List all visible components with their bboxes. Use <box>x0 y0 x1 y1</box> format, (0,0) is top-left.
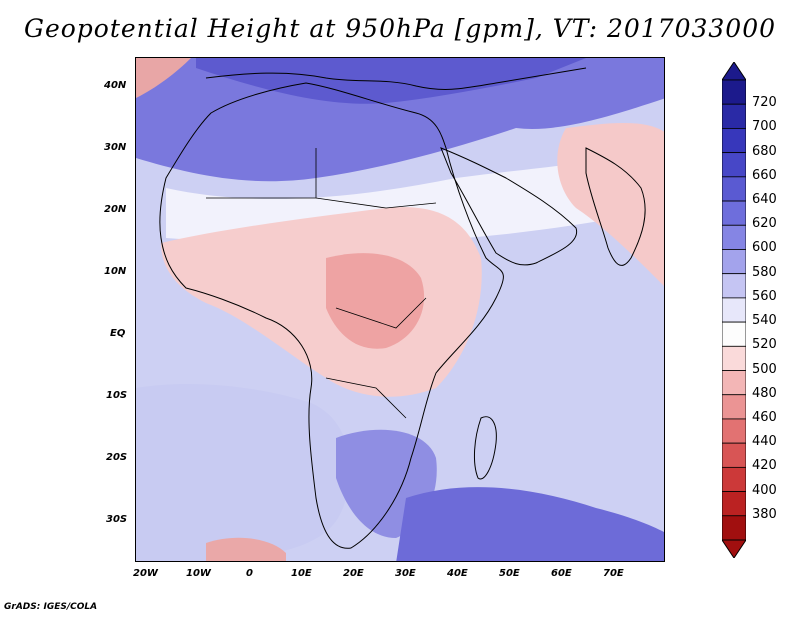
lon-label: 20E <box>343 568 364 579</box>
low-pressure-sw-spot <box>206 537 286 561</box>
colorbar-tick-label: 400 <box>752 482 777 498</box>
lat-label: EQ <box>110 328 126 339</box>
colorbar-tick-label: 680 <box>752 143 777 159</box>
country-borders-2 <box>315 197 437 209</box>
lon-label: 40E <box>447 568 468 579</box>
colorbar-segment <box>722 321 746 347</box>
south-atlantic-field <box>136 383 350 561</box>
colorbar-tick-label: 720 <box>752 95 777 111</box>
colorbar-tick-label: 500 <box>752 361 777 377</box>
madagascar-coastline <box>473 416 497 480</box>
lat-label: 40N <box>104 80 127 91</box>
lat-label: 30N <box>104 142 127 153</box>
country-borders-4 <box>325 377 407 419</box>
lon-label: 20W <box>133 568 158 579</box>
lat-label: 10S <box>106 390 128 401</box>
colorbar-segment <box>722 418 746 444</box>
colorbar-tick-label: 460 <box>752 409 777 425</box>
colorbar-tick-label: 640 <box>752 192 777 208</box>
colorbar-tick-label: 520 <box>752 337 777 353</box>
colorbar-tick-label: 380 <box>752 506 777 522</box>
colorbar-tick-label: 660 <box>752 167 777 183</box>
colorbar-tick-label: 560 <box>752 288 777 304</box>
colorbar-tick-label: 620 <box>752 216 777 232</box>
lon-label: 10W <box>186 568 211 579</box>
mediterranean-coast <box>205 67 587 90</box>
lat-label: 10N <box>104 266 127 277</box>
colorbar-segment <box>722 273 746 299</box>
india-coastline <box>585 147 646 266</box>
colorbar-segment <box>722 200 746 226</box>
lon-label: 30E <box>395 568 416 579</box>
country-borders-3 <box>335 297 427 329</box>
colorbar-segment <box>722 345 746 371</box>
map-title: Geopotential Height at 950hPa [gpm], VT:… <box>23 14 777 43</box>
lon-label: 70E <box>603 568 624 579</box>
lat-label: 20S <box>106 452 128 463</box>
colorbar-tick-label: 600 <box>752 240 777 256</box>
colorbar-segment <box>722 515 746 541</box>
colorbar-segment <box>722 152 746 178</box>
credit-text: GrADS: IGES/COLA <box>4 602 98 612</box>
colorbar-segment <box>722 224 746 250</box>
arabia-coastline <box>440 147 578 266</box>
lon-label: 10E <box>291 568 312 579</box>
central-africa-low <box>161 207 482 397</box>
colorbar-segment <box>722 297 746 323</box>
low-pressure-nw-corner <box>136 58 191 98</box>
map-area <box>135 57 665 562</box>
colorbar-segment <box>722 128 746 154</box>
colorbar-bottom-arrow <box>722 539 746 558</box>
lon-label: 0 <box>246 568 253 579</box>
lon-label: 50E <box>499 568 520 579</box>
colorbar-segment <box>722 442 746 468</box>
colorbar-segment <box>722 176 746 202</box>
colorbar-segment <box>722 103 746 129</box>
colorbar-segment <box>722 394 746 420</box>
lat-label: 20N <box>104 204 127 215</box>
lon-label: 60E <box>551 568 572 579</box>
colorbar-tick-label: 540 <box>752 313 777 329</box>
colorbar-tick-label: 700 <box>752 119 777 135</box>
colorbar-segment <box>722 249 746 275</box>
colorbar-tick-label: 440 <box>752 434 777 450</box>
lat-label: 30S <box>106 514 128 525</box>
africa-coastline <box>159 82 504 549</box>
colorbar-segment <box>722 370 746 396</box>
map-svg <box>136 58 664 561</box>
indian-ocean-high <box>396 487 664 561</box>
colorbar <box>722 62 746 558</box>
colorbar-tick-label: 580 <box>752 264 777 280</box>
high-pressure-core <box>196 58 586 104</box>
colorbar-segment <box>722 491 746 517</box>
colorbar-tick-label: 480 <box>752 385 777 401</box>
colorbar-tick-label: 420 <box>752 458 777 474</box>
colorbar-segment <box>722 466 746 492</box>
colorbar-segment <box>722 79 746 105</box>
colorbar-top-arrow <box>722 62 746 81</box>
